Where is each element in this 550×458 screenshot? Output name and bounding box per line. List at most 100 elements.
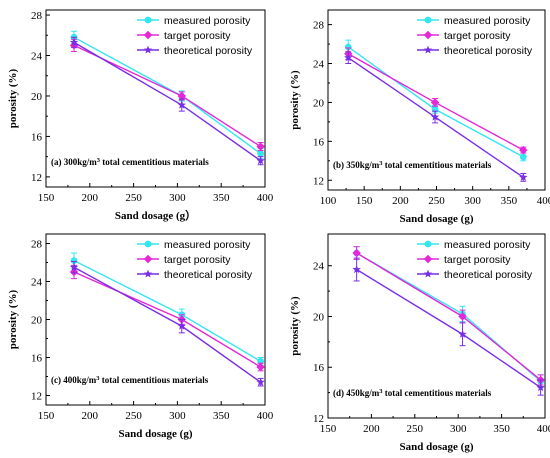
- x-tick-label: 400: [257, 410, 274, 422]
- legend-label: measured porosity: [164, 239, 251, 251]
- data-point: [256, 142, 265, 151]
- data-point: [177, 100, 186, 109]
- y-tick-label: 16: [313, 362, 325, 374]
- y-tick-label: 16: [31, 131, 43, 143]
- legend-item-theoretical: theoretical porosity: [137, 269, 253, 281]
- legend-label: theoretical porosity: [444, 269, 533, 281]
- legend-item-theoretical: theoretical porosity: [417, 45, 533, 57]
- data-point: [177, 91, 186, 101]
- x-tick-label: 250: [407, 423, 424, 435]
- y-axis-title: porosity (%): [289, 296, 301, 356]
- x-tick-label: 300: [169, 192, 186, 204]
- legend-swatch-marker: [143, 45, 153, 54]
- x-tick-label: 250: [428, 195, 445, 207]
- data-point: [257, 150, 265, 158]
- data-point: [256, 377, 265, 386]
- series-line: [73, 41, 262, 162]
- legend-swatch-marker: [423, 254, 433, 264]
- x-axis-title: Sand dosage (g）: [115, 209, 196, 222]
- legend-swatch-marker: [423, 45, 433, 54]
- x-tick-label: 300: [464, 195, 481, 207]
- y-tick-label: 24: [31, 51, 43, 63]
- y-axis-title: porosity (%): [7, 289, 19, 349]
- data-point: [69, 37, 79, 46]
- series-theoretical: [69, 261, 265, 387]
- data-point: [177, 321, 186, 330]
- x-tick-label: 350: [213, 410, 230, 422]
- data-point: [519, 145, 528, 155]
- legend-label: theoretical porosity: [444, 45, 533, 57]
- y-tick-label: 12: [31, 391, 42, 403]
- data-point: [458, 329, 467, 338]
- legend-item-measured: measured porosity: [137, 239, 251, 251]
- data-point: [256, 362, 265, 372]
- x-tick-label: 350: [213, 192, 230, 204]
- panel-annotation: (a) 300kg/m3 total cementitious material…: [51, 157, 209, 168]
- legend-swatch-marker: [144, 240, 152, 248]
- data-point: [70, 257, 78, 264]
- legend-item-theoretical: theoretical porosity: [137, 45, 253, 57]
- legend-label: target porosity: [164, 254, 231, 266]
- legend-label: theoretical porosity: [164, 269, 253, 281]
- chart-panel-b: 100 150 200 250 300 350 400 12 16 20 24 28 Sand dosa…: [289, 9, 550, 225]
- legend-label: measured porosity: [444, 239, 531, 251]
- legend-swatch-marker: [143, 30, 153, 40]
- chart-panel-d: 150 200 250 300 350 400 12 16 20 24 Sand dosage (g…: [289, 233, 550, 453]
- panel-annotation: (b) 350kg/m3 total cementitious material…: [333, 160, 492, 171]
- legend-swatch-marker: [144, 16, 152, 24]
- y-tick-label: 16: [313, 136, 325, 148]
- data-point: [352, 265, 361, 274]
- y-tick-label: 12: [31, 172, 42, 184]
- y-tick-label: 24: [31, 277, 43, 289]
- y-tick-label: 12: [313, 175, 324, 187]
- chart-panel-c: 150 200 250 300 350 400 12 16 20 24 28 Sand dosage …: [7, 233, 274, 440]
- y-tick-label: 12: [313, 413, 324, 425]
- data-point: [352, 248, 361, 258]
- x-tick-label: 400: [537, 423, 550, 435]
- y-tick-label: 28: [313, 20, 325, 32]
- legend-swatch-marker: [423, 30, 433, 40]
- x-tick-label: 250: [125, 410, 142, 422]
- data-point: [256, 156, 265, 165]
- y-tick-label: 20: [313, 97, 325, 109]
- y-axis-title: porosity (%): [7, 68, 19, 128]
- x-axis-title: Sand dosage (g): [400, 213, 474, 225]
- data-point: [344, 43, 352, 51]
- legend-label: theoretical porosity: [164, 45, 253, 57]
- y-tick-label: 28: [31, 239, 43, 251]
- series-line: [356, 268, 542, 389]
- data-point: [430, 98, 440, 107]
- legend-swatch-marker: [424, 240, 432, 248]
- y-tick-label: 20: [31, 315, 43, 327]
- legend-item-measured: measured porosity: [137, 15, 251, 27]
- x-tick-label: 350: [501, 195, 518, 207]
- legend-swatch-marker: [424, 16, 432, 24]
- x-tick-label: 200: [363, 423, 380, 435]
- x-axis-title: Sand dosage (g): [119, 428, 193, 440]
- x-tick-label: 300: [169, 410, 186, 422]
- legend-item-target: target porosity: [137, 254, 231, 266]
- legend-swatch-marker: [143, 254, 153, 264]
- legend-item-measured: measured porosity: [417, 239, 531, 251]
- x-tick-label: 150: [320, 423, 337, 435]
- x-tick-label: 350: [493, 423, 510, 435]
- x-tick-label: 200: [392, 195, 409, 207]
- x-tick-label: 200: [82, 410, 99, 422]
- panel-annotation: (c) 400kg/m3 total cementitious material…: [51, 375, 209, 386]
- x-tick-label: 250: [125, 192, 142, 204]
- y-tick-label: 20: [31, 91, 43, 103]
- data-point: [519, 153, 527, 161]
- x-tick-label: 400: [257, 192, 274, 204]
- legend-item-theoretical: theoretical porosity: [417, 269, 533, 281]
- y-tick-label: 16: [31, 353, 43, 365]
- legend-item-measured: measured porosity: [417, 15, 531, 27]
- series-theoretical: [344, 51, 528, 182]
- data-point: [519, 172, 528, 181]
- x-tick-label: 400: [537, 195, 550, 207]
- series-line: [73, 271, 261, 368]
- x-tick-label: 200: [82, 192, 99, 204]
- legend-item-target: target porosity: [137, 30, 231, 42]
- series-target: [352, 246, 545, 386]
- data-point: [536, 383, 545, 392]
